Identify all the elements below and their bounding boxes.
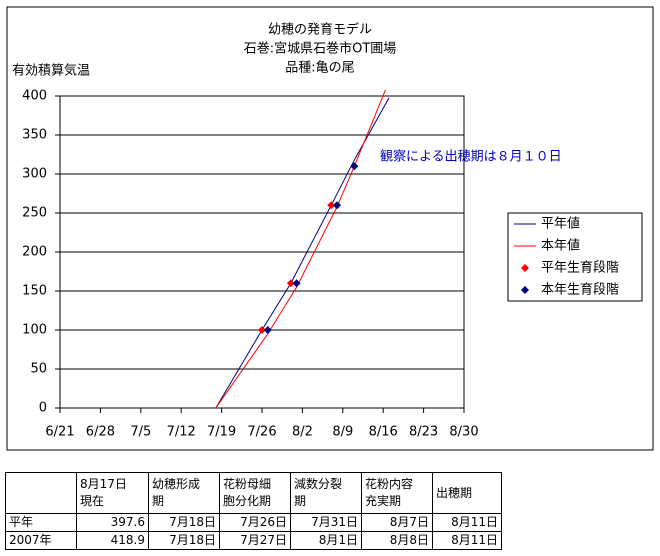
legend-swatch [521, 264, 529, 272]
legend-box [507, 212, 643, 302]
x-tick-label: 6/21 [45, 425, 74, 440]
chart-title: 幼穂の発育モデル [268, 22, 372, 38]
point [263, 326, 272, 334]
y-axis-label: 有効積算気温 [12, 63, 90, 79]
legend-label: 本年生育段階 [541, 282, 619, 298]
point [292, 279, 301, 288]
table-cell: 8月1日 [290, 531, 362, 550]
y-tick-label: 250 [22, 206, 47, 221]
y-tick-label: 300 [22, 167, 47, 182]
plot-layer [215, 90, 390, 408]
x-tick-label: 8/2 [292, 425, 313, 440]
point [258, 326, 266, 334]
point [286, 279, 295, 288]
table-cell: 2007年 [5, 531, 77, 550]
table-cell: 7月27日 [219, 531, 291, 550]
table-cell: 8月7日 [361, 513, 433, 532]
y-tick-label: 100 [22, 323, 47, 338]
y-tick-label: 150 [22, 284, 47, 299]
table-cell: 7月26日 [219, 513, 291, 532]
table-cell: 8月17日 現在 [76, 472, 149, 514]
x-tick-label: 7/5 [130, 425, 151, 440]
y-tick-label: 350 [22, 128, 47, 143]
table-cell: 減数分裂 期 [290, 472, 362, 514]
table-cell: 出穂期 [432, 472, 502, 514]
point [350, 162, 359, 171]
table-cell: 8月11日 [432, 513, 502, 532]
x-tick-label: 7/19 [207, 425, 236, 440]
x-tick-label: 8/9 [332, 425, 353, 440]
legend-swatch [521, 286, 529, 294]
x-tick-label: 8/30 [449, 425, 478, 440]
annotation: 観察による出穂期は８月１０日 [380, 150, 562, 165]
table-row: 平年 397.6 7月18日 7月26日 7月31日 8月7日 8月11日 [5, 513, 502, 532]
x-tick-label: 7/26 [247, 425, 276, 440]
point [327, 201, 336, 210]
x-tick-label: 8/23 [409, 425, 438, 440]
y-tick-label: 50 [30, 362, 47, 377]
summary-table: 8月17日 現在 幼穂形成 期花粉母細 胞分化期 減数分裂 期花粉内容 充実期 出穂期… [5, 472, 502, 550]
x-tick-label: 6/28 [86, 425, 115, 440]
y-tick-label: 200 [22, 245, 47, 260]
point [333, 201, 342, 210]
x-tick-label: 8/16 [369, 425, 398, 440]
legend-label: 平年値 [541, 216, 580, 232]
table-cell [5, 472, 77, 514]
table-cell: 8月11日 [432, 531, 502, 550]
table-cell: 8月8日 [361, 531, 433, 550]
legend-label: 平年生育段階 [541, 260, 619, 276]
table-cell: 7月18日 [148, 531, 220, 550]
table-row: 2007年 418.9 7月18日 7月27日 8月1日 8月8日 8月11日 [5, 531, 502, 550]
table-row: 8月17日 現在 幼穂形成 期花粉母細 胞分化期 減数分裂 期花粉内容 充実期 出穂期 [5, 472, 502, 514]
x-tick-label: 7/12 [167, 425, 196, 440]
chart-title: 品種:亀の尾 [285, 60, 354, 76]
table-cell: 花粉内容 充実期 [361, 472, 433, 514]
table-cell: 418.9 [76, 531, 149, 550]
chart-title: 石巻:宮城県石巻市OT圃場 [244, 41, 397, 57]
series-line [215, 90, 386, 408]
y-tick-label: 0 [39, 401, 47, 416]
table-cell: 平年 [5, 513, 77, 532]
table-cell: 7月18日 [148, 513, 220, 532]
series-line [215, 97, 390, 408]
chart: 幼穂の発育モデル 石巻:宮城県石巻市OT圃場 品種:亀の尾 有効積算気温 観察に… [6, 6, 654, 451]
y-tick-label: 400 [22, 89, 47, 104]
legend-label: 本年値 [541, 238, 580, 254]
table-cell: 7月31日 [290, 513, 362, 532]
table-cell: 幼穂形成 期 [148, 472, 220, 514]
table-cell: 397.6 [76, 513, 149, 532]
table-cell: 花粉母細 胞分化期 [219, 472, 291, 514]
